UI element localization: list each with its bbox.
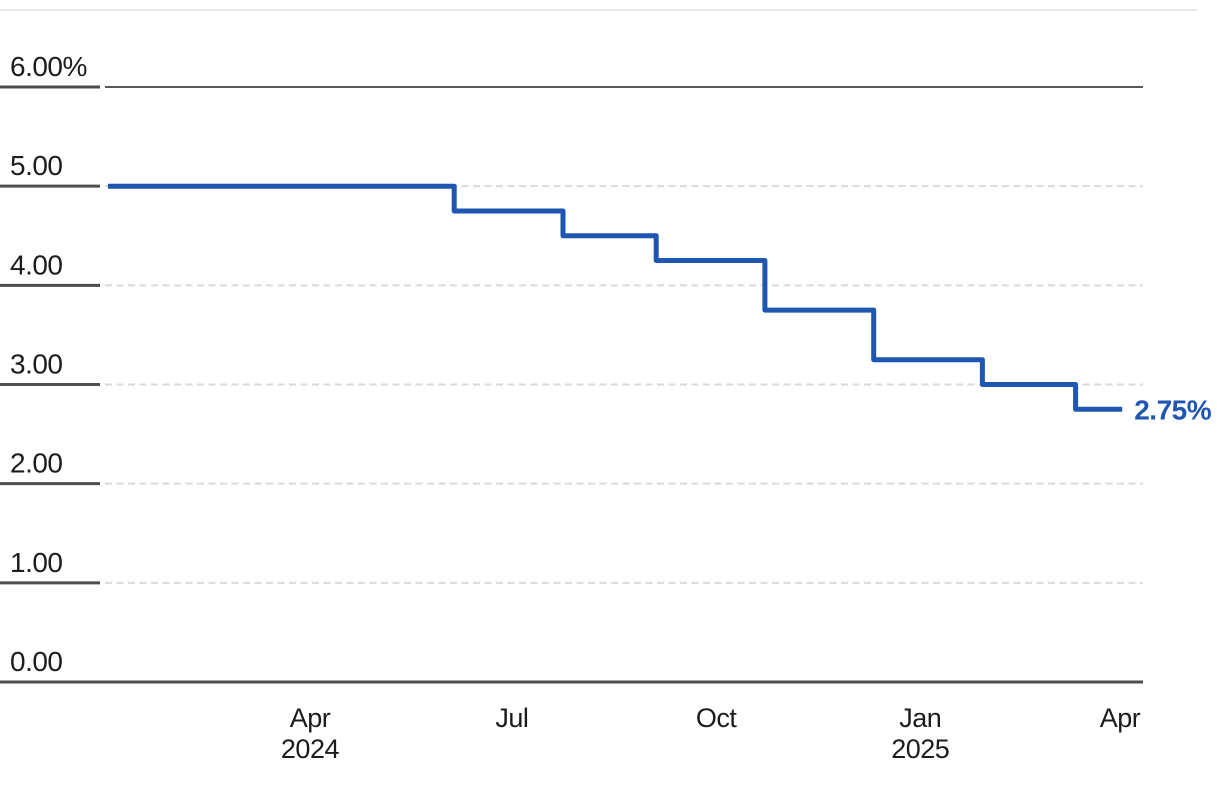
- x-tick-label: Jan: [899, 703, 941, 733]
- y-tick-label: 2.00: [10, 448, 63, 479]
- series-layer: 2.75%: [108, 183, 1212, 425]
- y-tick-label: 3.00: [10, 349, 63, 380]
- y-tick-label: 4.00: [10, 249, 63, 280]
- x-tick-year-label: 2024: [281, 734, 340, 764]
- x-tick-year-label: 2025: [891, 734, 949, 764]
- y-tick-label: 0.00: [10, 646, 63, 677]
- rate-step-line: [108, 183, 1123, 412]
- x-tick-label: Apr: [290, 703, 331, 733]
- y-tick-label: 1.00: [10, 547, 63, 578]
- y-tick-label: 6.00%: [10, 51, 87, 82]
- y-tick-label: 5.00: [10, 150, 63, 181]
- x-tick-label: Jul: [495, 703, 528, 733]
- grid-layer: [0, 85, 1143, 684]
- top-divider-rule: [0, 9, 1197, 11]
- x-tick-label: Oct: [696, 703, 738, 733]
- end-value-label: 2.75%: [1134, 394, 1211, 425]
- x-tick-label: Apr: [1100, 703, 1141, 733]
